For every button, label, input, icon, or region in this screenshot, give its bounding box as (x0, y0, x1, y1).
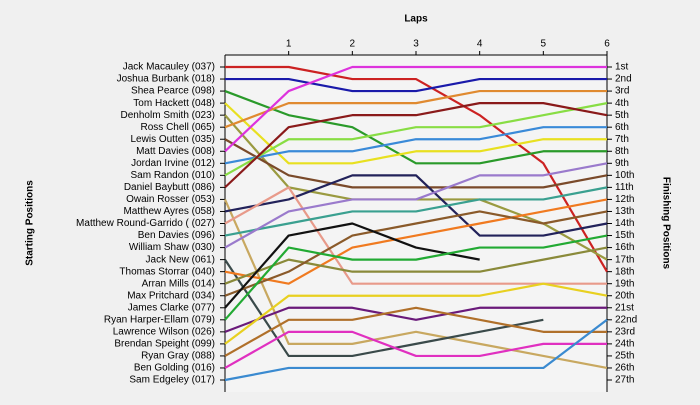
rider-label: Denholm Smith (023) (121, 110, 215, 121)
x-tick-label: 2 (350, 39, 356, 50)
rider-label: Ryan Harper-Ellam (079) (104, 314, 215, 325)
rider-label: Matt Davies (008) (136, 146, 215, 157)
x-tick-label: 3 (413, 39, 419, 50)
rider-line (225, 65, 608, 273)
y-tick-label: 26th (615, 363, 634, 374)
rider-label: Ryan Gray (088) (141, 351, 215, 362)
rider-line (224, 102, 607, 165)
y-tick-label: 5th (615, 110, 629, 121)
rider-line (224, 186, 608, 237)
rider-label: Jack New (061) (146, 254, 215, 265)
rider-line (224, 306, 607, 333)
rider-label: Sam Randon (010) (131, 170, 216, 181)
rider-line (223, 198, 608, 370)
chart-title: Laps (404, 14, 428, 25)
y-tick-label: 23rd (615, 326, 635, 337)
rider-line (224, 138, 608, 189)
x-tick-label: 4 (477, 39, 483, 50)
y-tick-label: 13th (615, 206, 634, 217)
rider-line (224, 174, 608, 237)
x-tick-label: 6 (604, 39, 610, 50)
y-tick-label: 16th (615, 242, 634, 253)
y-tick-label: 10th (615, 170, 634, 181)
y-tick-label: 19th (615, 278, 634, 289)
rider-line (224, 210, 608, 297)
rider-line (224, 198, 608, 285)
rider-label: James Clarke (077) (128, 302, 215, 313)
rider-label: Shea Pearce (098) (131, 86, 215, 97)
y-axis-label: Starting Positions (25, 180, 36, 266)
y-tick-label: 27th (615, 375, 634, 386)
rider-line (225, 77, 607, 93)
y-tick-label: 4th (615, 98, 629, 109)
rider-line (224, 102, 608, 189)
rider-line (224, 126, 607, 165)
y-tick-label: 22nd (615, 314, 637, 325)
rider-label: Matthew Ayres (058) (123, 206, 215, 217)
rider-label: Ben Golding (016) (134, 363, 215, 374)
rider-line (224, 330, 607, 369)
y-tick-label: 15th (615, 230, 634, 241)
rider-label: William Shaw (030) (129, 242, 215, 253)
rider-line (224, 259, 544, 358)
y-tick-label: 11th (615, 182, 634, 193)
y-tick-label: 2nd (615, 74, 632, 85)
rider-line (224, 90, 607, 165)
y-tick-label: 6th (615, 122, 629, 133)
rider-label: Lewis Outten (035) (131, 134, 216, 145)
rider-label: Daniel Baybutt (086) (124, 182, 215, 193)
rider-label: Thomas Storrar (040) (119, 266, 215, 277)
y-tick-label: 8th (615, 146, 629, 157)
y-tick-label: 18th (615, 266, 634, 277)
rider-label: Brendan Speight (099) (114, 339, 215, 350)
rider-line (224, 246, 608, 285)
rider-label: Ben Davies (096) (138, 230, 215, 241)
rider-label: Joshua Burbank (018) (117, 74, 215, 85)
y-tick-label: 20th (615, 290, 634, 301)
rider-line (224, 102, 608, 177)
rider-label: Matthew Round-Garrido ( (027) (76, 218, 215, 229)
rider-line (224, 89, 607, 129)
rider-label: Owain Rosser (053) (126, 194, 215, 205)
rider-label: Tom Hackett (048) (133, 98, 215, 109)
rider-label: Sam Edgeley (017) (129, 375, 215, 386)
y-tick-label: 25th (615, 351, 634, 362)
x-tick-label: 1 (286, 39, 292, 50)
y-tick-label: 3rd (615, 86, 629, 97)
rider-line (224, 162, 608, 249)
y-tick-label: 17th (615, 254, 634, 265)
rider-line (224, 234, 608, 321)
y-tick-label: 1st (615, 62, 629, 73)
y-tick-label: 24th (615, 339, 634, 350)
rider-line (224, 318, 608, 382)
y2-axis-label: Finishing Positions (660, 177, 671, 270)
rider-label: Jordan Irvine (012) (131, 158, 215, 169)
rider-label: Lawrence Wilson (026) (113, 326, 215, 337)
rider-line (224, 306, 607, 357)
rider-line (224, 65, 607, 153)
rider-line (224, 282, 608, 345)
x-tick-label: 5 (541, 39, 547, 50)
y-tick-label: 7th (615, 134, 629, 145)
rider-label: Ross Chell (065) (141, 122, 215, 133)
y-tick-label: 14th (615, 218, 634, 229)
y-tick-label: 12th (615, 194, 634, 205)
y-tick-label: 9th (615, 158, 629, 169)
rider-label: Max Pritchard (034) (127, 290, 215, 301)
rider-label: Jack Macauley (037) (123, 62, 215, 73)
y-tick-label: 21st (615, 302, 634, 313)
rider-label: Arran Mills (014) (142, 278, 215, 289)
rider-line (224, 222, 480, 309)
